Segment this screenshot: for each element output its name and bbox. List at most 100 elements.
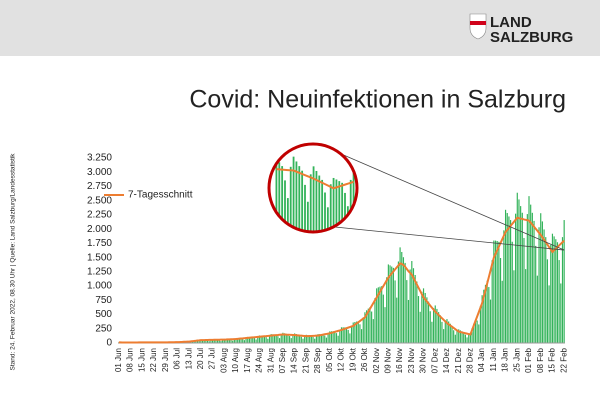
bar — [466, 337, 468, 343]
bar — [553, 236, 555, 343]
bar — [285, 333, 287, 343]
bar — [332, 331, 334, 343]
bar — [329, 184, 332, 232]
bar — [325, 337, 328, 343]
bar — [319, 334, 321, 343]
bar — [441, 321, 443, 343]
bar — [290, 338, 292, 343]
x-tick-label: 03 Aug — [219, 348, 228, 373]
bar — [439, 315, 441, 343]
bar — [326, 207, 329, 232]
bar — [543, 229, 545, 343]
y-tick-label: 250 — [95, 323, 112, 334]
bar — [210, 339, 212, 343]
bar — [273, 334, 276, 343]
y-tick-label: 1.000 — [87, 281, 112, 292]
bar — [213, 339, 215, 343]
bar — [346, 206, 349, 232]
bar — [237, 338, 239, 343]
bar — [248, 336, 251, 343]
bar — [278, 338, 281, 343]
bar — [281, 166, 284, 232]
bar — [446, 319, 448, 343]
logo-stripe — [470, 21, 486, 25]
bar — [481, 295, 483, 343]
bar — [312, 166, 315, 232]
bar — [434, 305, 436, 343]
bar — [357, 321, 359, 343]
bar — [394, 280, 396, 343]
bar — [218, 340, 220, 343]
bar — [312, 336, 314, 343]
bar — [419, 311, 421, 343]
bar — [206, 340, 209, 343]
bar — [474, 319, 477, 343]
bar — [238, 338, 240, 343]
bar — [338, 181, 341, 232]
bar — [364, 312, 366, 343]
y-tick-label: 3.000 — [87, 167, 112, 178]
bar — [503, 230, 505, 343]
bar — [525, 269, 527, 343]
bar — [337, 335, 339, 343]
average-line — [118, 216, 565, 344]
bar — [479, 305, 482, 343]
x-tick-label: 26 Okt — [360, 347, 369, 371]
bar — [551, 233, 554, 343]
bar — [306, 201, 309, 232]
bar — [245, 337, 247, 343]
zoom-ray — [317, 143, 565, 251]
bar — [233, 338, 235, 343]
bar — [404, 262, 406, 343]
x-tick-label: 21 Dez — [454, 348, 463, 373]
bar — [560, 283, 562, 343]
bar — [220, 341, 222, 343]
bar — [289, 336, 291, 343]
bar — [491, 260, 493, 343]
bar — [484, 284, 487, 343]
bar — [501, 280, 503, 343]
bar — [228, 339, 230, 343]
bar — [330, 331, 333, 343]
bar — [340, 327, 343, 343]
bar — [315, 170, 318, 232]
bar — [540, 213, 542, 343]
bar — [196, 341, 199, 343]
bar — [232, 340, 234, 343]
bar — [438, 312, 440, 343]
zoom-lens-ring — [267, 142, 359, 234]
logo-shield — [469, 13, 487, 40]
bar — [201, 339, 204, 343]
logo: LAND SALZBURG — [469, 13, 573, 46]
header-band — [0, 0, 600, 56]
bar — [321, 179, 324, 232]
x-tick-label: 16 Nov — [395, 348, 404, 373]
bar — [302, 338, 304, 343]
bar — [531, 212, 533, 343]
bar — [489, 299, 492, 343]
bar — [310, 335, 312, 343]
bar — [511, 241, 513, 343]
bar — [456, 329, 458, 343]
bar — [488, 287, 490, 343]
bar — [382, 294, 384, 343]
bar — [304, 335, 306, 343]
bar — [341, 182, 344, 232]
bar — [350, 325, 353, 343]
x-tick-label: 13 Jul — [184, 348, 193, 370]
bar — [255, 339, 257, 343]
bar — [335, 179, 338, 232]
bar — [298, 166, 301, 232]
bar — [225, 339, 227, 343]
bar — [406, 280, 408, 343]
bar — [448, 321, 450, 343]
bar — [545, 237, 547, 343]
bar — [508, 216, 510, 343]
bar — [506, 212, 508, 343]
bar — [362, 317, 364, 343]
bar — [416, 281, 418, 343]
x-tick-label: 30 Nov — [419, 348, 428, 373]
bar — [520, 206, 522, 343]
bar — [407, 299, 410, 343]
bar — [536, 275, 538, 343]
